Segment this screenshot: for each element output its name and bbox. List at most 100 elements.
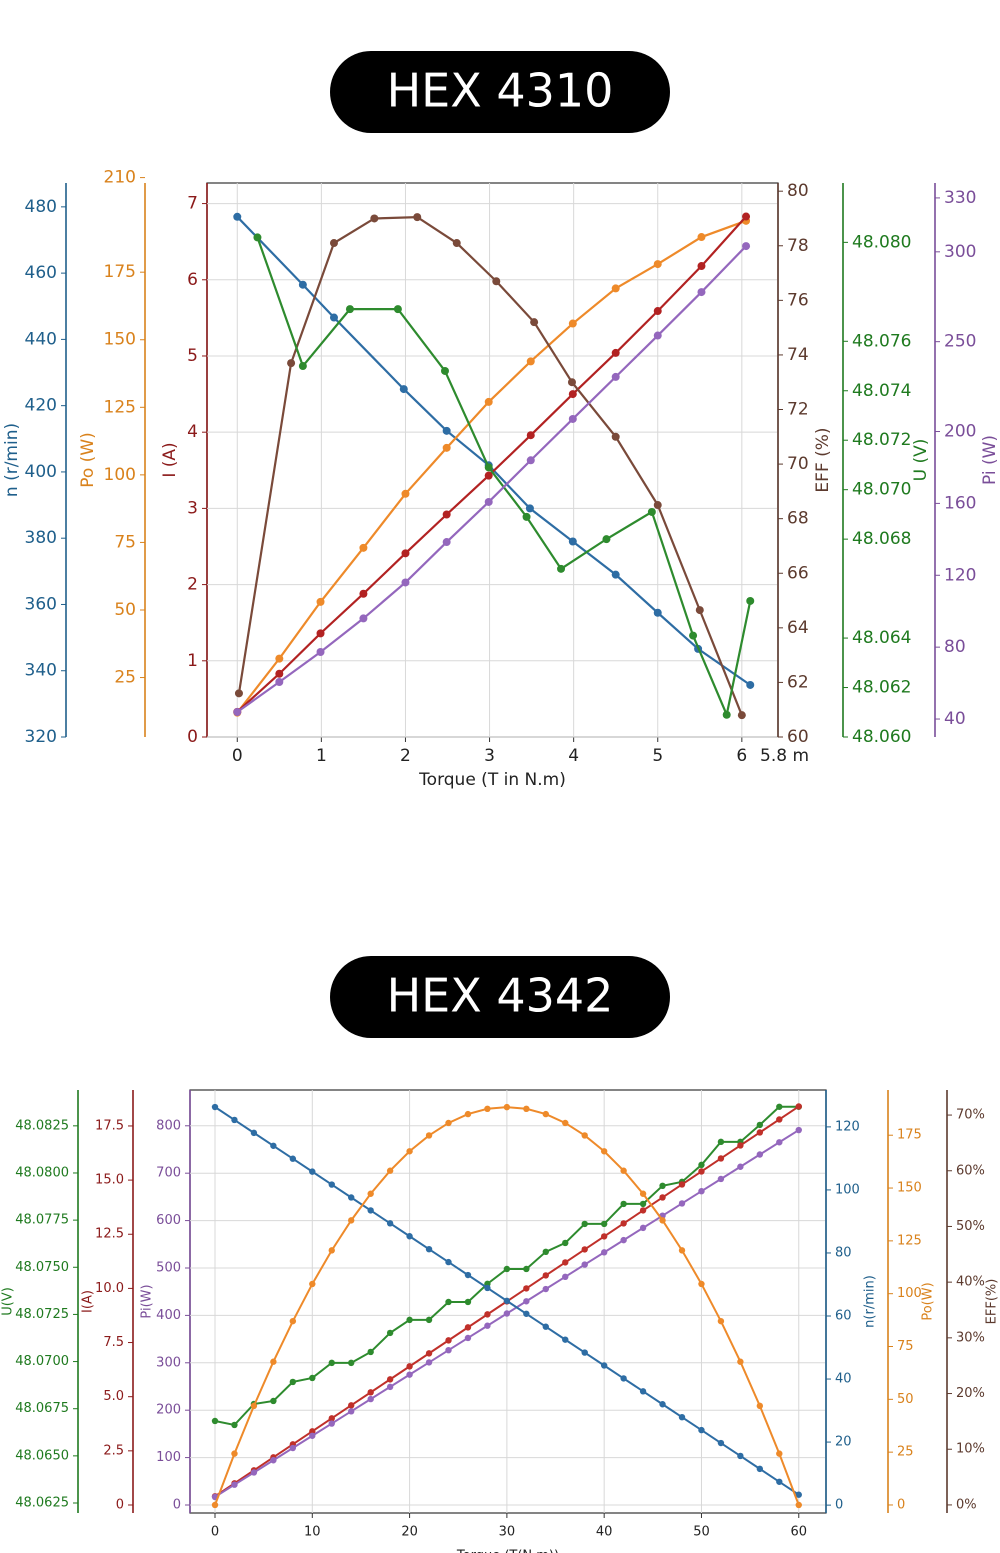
data-point — [639, 1190, 647, 1197]
y-tick-label: 48.0675 — [15, 1401, 69, 1416]
data-point — [746, 680, 755, 689]
data-point — [401, 549, 410, 558]
data-point — [503, 1265, 511, 1273]
y-tick-label: 0 — [835, 1498, 843, 1513]
data-point — [542, 1110, 549, 1118]
y-tick-label: 48.0725 — [15, 1307, 69, 1322]
data-point — [562, 1119, 569, 1127]
data-point — [526, 431, 535, 440]
data-point — [611, 432, 620, 441]
data-point — [316, 629, 325, 638]
data-point — [289, 1378, 297, 1386]
data-point — [316, 648, 325, 657]
y-tick-label: 120 — [944, 565, 976, 585]
x-tick-label: 40 — [596, 1525, 613, 1540]
y-tick-label: 120 — [835, 1119, 860, 1134]
data-point — [737, 1163, 744, 1170]
y-tick-label: 440 — [25, 329, 57, 349]
data-point — [620, 1220, 627, 1227]
data-point — [776, 1450, 783, 1457]
data-point — [542, 1248, 549, 1256]
y-tick-label: 48.060 — [852, 727, 911, 747]
y-tick-label: 60% — [956, 1163, 985, 1178]
y-tick-label: 48.076 — [852, 331, 911, 351]
data-point — [367, 1207, 374, 1214]
series-line — [236, 216, 751, 686]
data-point — [611, 284, 620, 293]
data-point — [600, 1362, 608, 1369]
data-point — [367, 1348, 374, 1356]
data-point — [359, 543, 368, 552]
data-point — [639, 1207, 647, 1214]
data-point — [309, 1280, 316, 1288]
data-point — [445, 1119, 452, 1127]
data-point — [523, 1298, 530, 1305]
data-point — [211, 1417, 219, 1425]
data-point — [234, 689, 243, 698]
y-tick-label: 50 — [114, 600, 136, 620]
data-point — [348, 1359, 355, 1367]
data-point — [526, 456, 535, 465]
y-tick-label: 68 — [787, 509, 809, 529]
data-point — [287, 359, 296, 368]
data-point — [689, 631, 698, 640]
y-tick-label: 75 — [114, 532, 136, 552]
y-tick-label: 340 — [25, 661, 57, 681]
y-tick-label: 48.064 — [852, 628, 911, 648]
data-point — [250, 1402, 258, 1410]
data-point — [275, 654, 284, 663]
y-tick-label: 0% — [956, 1497, 977, 1512]
x-tick-label: 1 — [316, 746, 327, 766]
y-tick-label: 70% — [956, 1108, 985, 1123]
data-point — [309, 1374, 316, 1382]
data-point — [401, 489, 410, 498]
data-point — [275, 678, 284, 687]
data-point — [737, 711, 746, 720]
y-tick-label: 74 — [787, 345, 809, 365]
data-point — [386, 1329, 394, 1337]
data-point — [484, 1322, 491, 1329]
y-tick-label: 100 — [156, 1450, 181, 1465]
y-tick-label: 160 — [944, 493, 976, 513]
y-tick-label: 400 — [156, 1308, 181, 1323]
y-tick-label: 48.0800 — [15, 1165, 69, 1180]
y-tick-label: 10.0 — [95, 1281, 124, 1296]
y-tick-label: 40% — [956, 1275, 985, 1290]
data-point — [795, 1501, 802, 1509]
data-point — [211, 1103, 219, 1111]
data-point — [233, 708, 242, 717]
data-point — [484, 397, 493, 406]
data-point — [289, 1444, 297, 1452]
y-axis-label: U (V) — [911, 439, 931, 482]
data-point — [697, 262, 706, 271]
y-tick-label: 0 — [187, 727, 198, 747]
y-axis-label: EFF (%) — [813, 427, 833, 492]
y-tick-label: 210 — [104, 168, 136, 188]
data-point — [464, 1298, 472, 1306]
data-point — [359, 589, 368, 598]
y-tick-label: 17.5 — [95, 1118, 124, 1133]
data-point — [568, 537, 577, 546]
y-tick-label: 460 — [25, 263, 57, 283]
data-point — [717, 1155, 725, 1162]
y-tick-label: 48.062 — [852, 678, 911, 698]
y-tick-label: 12.5 — [95, 1227, 124, 1242]
data-point — [231, 1450, 238, 1457]
y-tick-label: 48.0775 — [15, 1213, 69, 1228]
data-point — [526, 357, 535, 366]
y-tick-label: 72 — [787, 400, 809, 420]
y-tick-label: 48.068 — [852, 529, 911, 549]
y-tick-label: 480 — [25, 197, 57, 217]
data-point — [270, 1457, 277, 1464]
data-point — [756, 1121, 764, 1129]
data-point — [386, 1167, 394, 1174]
y-tick-label: 62 — [787, 672, 809, 692]
data-point — [348, 1402, 355, 1409]
data-point — [425, 1245, 433, 1253]
data-point — [525, 504, 534, 513]
y-tick-label: 76 — [787, 290, 809, 310]
data-point — [484, 471, 493, 480]
data-point — [406, 1363, 413, 1370]
x-axis-label: Torque (T(N.m)) — [456, 1549, 559, 1553]
